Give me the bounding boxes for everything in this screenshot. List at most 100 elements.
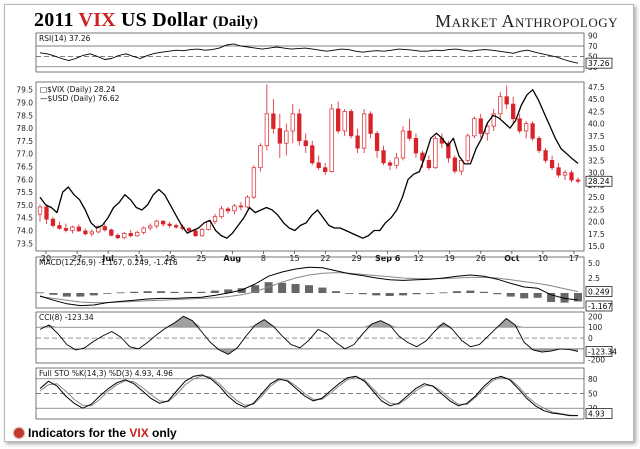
macd-histogram-bar	[426, 293, 435, 294]
vix-candle	[232, 205, 237, 212]
macd-panel-border	[35, 256, 585, 309]
macd-histogram-bar	[345, 293, 354, 294]
cci-extreme-fill	[434, 322, 444, 328]
macd-histogram-bar	[291, 284, 300, 293]
chart-frame	[4, 4, 634, 442]
vix-candle	[76, 226, 82, 232]
brand-label: Market Anthropology	[435, 11, 618, 31]
macd-histogram-bar	[358, 293, 367, 295]
x-tick-label: 8	[261, 254, 266, 263]
usd-tick-label: 79.5	[16, 86, 33, 95]
macd-tick-label: 2.5	[588, 274, 600, 283]
vix-candle	[549, 160, 555, 169]
vix-candle	[264, 113, 270, 147]
vix-candle	[199, 229, 205, 237]
vix-candle	[37, 206, 43, 215]
rsi-panel-border	[35, 32, 585, 73]
vix-candle	[511, 103, 516, 120]
vix-tick-label: 37.5	[588, 132, 605, 141]
macd-histogram-bar	[560, 293, 569, 303]
macd-histogram-bar	[89, 293, 98, 296]
macd-title: MACD(12,26,9) -1.167, 0.249, -1.416	[39, 258, 178, 267]
x-tick-label: 20	[41, 254, 51, 263]
macd-histogram-bar	[506, 293, 515, 297]
macd-signal-badge-text: 0.249	[588, 288, 610, 297]
x-tick-label: 10	[538, 254, 548, 263]
rsi-tick-label: 90	[588, 32, 598, 41]
cci-panel-border	[35, 311, 585, 364]
legend-vix: □$VIX (Daily) 28.24	[40, 85, 116, 94]
x-tick-label: 18	[165, 254, 175, 263]
vix-tick-label: 40.0	[588, 120, 605, 129]
macd-histogram-bar	[520, 293, 529, 299]
macd-histogram-bar	[533, 293, 542, 298]
x-tick-label: 19	[445, 254, 455, 263]
macd-histogram-bar	[452, 291, 461, 293]
macd-histogram-bar	[237, 288, 246, 293]
vix-candle	[238, 205, 244, 208]
vix-candle	[154, 220, 159, 227]
vix-tick-label: 42.5	[588, 107, 605, 116]
stoch-title: Full STO %K(14,3) %D(3) 4.93, 4.96	[39, 369, 173, 378]
x-tick-label: 26	[476, 254, 486, 263]
rsi-last-badge: 37.26	[585, 57, 613, 69]
usd-tick-label: 79.0	[16, 98, 33, 107]
vix-candle	[433, 137, 438, 169]
vix-candle	[446, 142, 451, 159]
stoch-k-line	[39, 374, 578, 417]
x-tick-label: Jul	[101, 254, 114, 263]
vix-candle	[128, 233, 133, 237]
vix-tick-label: 30.0	[588, 169, 605, 178]
cci-extreme-fill	[371, 320, 381, 328]
macd-histogram-bar	[278, 282, 287, 293]
vix-candle	[277, 128, 282, 144]
vix-candle	[413, 137, 419, 154]
vix-candle	[102, 226, 107, 231]
cci-tick-label: -200	[588, 356, 605, 365]
chart-title: 2011 VIX US Dollar (Daily)	[34, 9, 259, 31]
cci-tick-label: 100	[588, 323, 603, 332]
cci-extreme-fill	[40, 325, 49, 328]
vix-candle	[83, 230, 88, 235]
vix-tick-label: 35.0	[588, 144, 605, 153]
vix-tick-label: 32.5	[588, 156, 605, 165]
vix-last-badge-box	[585, 175, 613, 187]
macd-histogram-bar	[224, 289, 233, 293]
vix-candle	[329, 108, 334, 172]
cci-extreme-fill	[246, 325, 256, 328]
usd-tick-label: 78.0	[16, 124, 33, 133]
vix-candle	[193, 230, 198, 237]
vix-candle	[361, 113, 367, 149]
vix-candle	[303, 140, 308, 147]
vix-candle	[161, 220, 166, 225]
macd-signal-badge-box	[585, 286, 613, 297]
x-tick-label: 25	[196, 254, 206, 263]
vix-tick-label: 22.5	[588, 205, 605, 214]
macd-histogram-bar	[116, 292, 125, 294]
x-tick-label: Oct	[504, 254, 520, 263]
cci-extreme-fill	[255, 319, 265, 328]
vix-candle	[122, 233, 127, 239]
usd-tick-label: 76.0	[16, 175, 33, 184]
vix-candle	[225, 208, 231, 212]
macd-histogram-bar	[130, 291, 139, 293]
vix-candle	[186, 228, 192, 232]
macd-histogram-bar	[103, 293, 112, 294]
stoch-tick-label: 50	[588, 390, 598, 399]
macd-histogram-bar	[331, 291, 340, 293]
vix-candle	[426, 160, 432, 169]
macd-histogram-bar	[264, 282, 273, 293]
macd-histogram-bar	[573, 293, 583, 302]
cci-tick-label: 0	[588, 334, 593, 343]
vix-candle	[323, 167, 328, 172]
vix-tick-label: 45.0	[588, 95, 605, 104]
vix-candle	[543, 150, 548, 161]
macd-histogram-bar	[49, 293, 58, 295]
macd-histogram-bar	[466, 290, 475, 293]
cci-line	[39, 315, 579, 355]
cci-title: CCI(8) -123.34	[39, 313, 94, 322]
vix-candle	[115, 234, 120, 239]
vix-candle	[394, 157, 399, 166]
rsi-line	[39, 43, 579, 64]
